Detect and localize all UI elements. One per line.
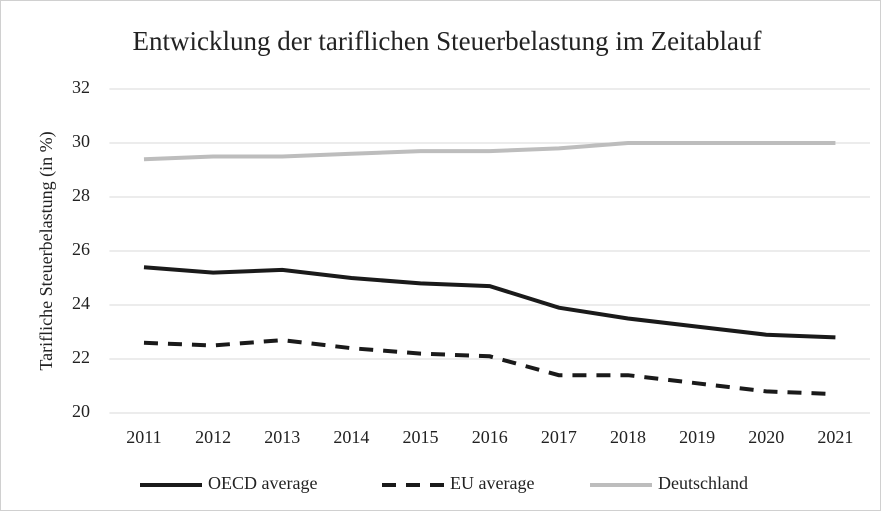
y-tick-label: 24 bbox=[72, 293, 90, 313]
legend-label: OECD average bbox=[208, 473, 317, 493]
series-line bbox=[143, 265, 836, 340]
x-tick-label: 2013 bbox=[264, 427, 300, 447]
x-tick-label: 2020 bbox=[748, 427, 784, 447]
x-tick-label: 2018 bbox=[610, 427, 646, 447]
y-tick-label: 30 bbox=[72, 131, 90, 151]
y-axis-label: Tarifliche Steuerbelastung (in %) bbox=[36, 131, 57, 370]
series-line bbox=[143, 141, 836, 162]
x-tick-label: 2019 bbox=[679, 427, 715, 447]
y-tick-label: 22 bbox=[72, 347, 90, 367]
chart-title: Entwicklung der tariflichen Steuerbelast… bbox=[132, 26, 761, 56]
x-tick-label: 2012 bbox=[195, 427, 231, 447]
x-tick-label: 2017 bbox=[541, 427, 577, 447]
y-tick-label: 26 bbox=[72, 239, 90, 259]
x-tick-label: 2021 bbox=[817, 427, 853, 447]
y-tick-label: 32 bbox=[72, 77, 90, 97]
y-tick-label: 28 bbox=[72, 185, 90, 205]
x-tick-label: 2015 bbox=[403, 427, 439, 447]
legend-label: EU average bbox=[450, 473, 534, 493]
x-tick-label: 2016 bbox=[472, 427, 508, 447]
series-line bbox=[143, 338, 836, 397]
y-tick-label: 20 bbox=[72, 401, 90, 421]
x-tick-label: 2014 bbox=[333, 427, 369, 447]
x-tick-label: 2011 bbox=[126, 427, 161, 447]
legend-label: Deutschland bbox=[658, 473, 748, 493]
